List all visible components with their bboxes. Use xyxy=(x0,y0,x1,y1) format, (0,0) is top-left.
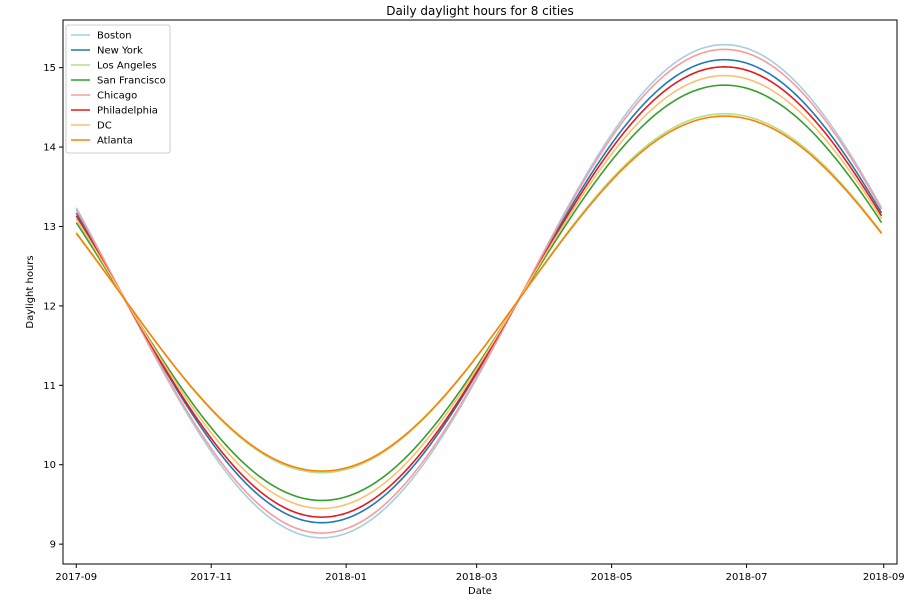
series-line-dc xyxy=(75,74,883,510)
x-tick-label: 2017-09 xyxy=(55,572,97,583)
legend-box xyxy=(65,24,171,154)
y-tick-label: 14 xyxy=(43,143,56,154)
legend-label: DC xyxy=(97,121,112,132)
y-axis: 9 10 11 12 13 14 15 xyxy=(43,63,63,551)
series-line-philadelphia xyxy=(75,66,883,518)
x-tick-label: 2017-11 xyxy=(190,572,232,583)
chart-title: Daily daylight hours for 8 cities xyxy=(386,4,574,18)
y-tick-label: 9 xyxy=(50,540,56,551)
x-tick-label: 2018-07 xyxy=(726,572,768,583)
plot-frame xyxy=(62,19,898,565)
x-tick-label: 2018-03 xyxy=(456,572,498,583)
plot-area xyxy=(75,43,883,539)
legend-label: New York xyxy=(97,46,143,57)
legend-label: Chicago xyxy=(97,91,137,102)
legend-label: San Francisco xyxy=(97,76,166,87)
series-line-chicago xyxy=(75,48,883,534)
legend: Boston New York Los Angeles San Francisco Ch… xyxy=(65,24,171,154)
x-tick-label: 2018-09 xyxy=(863,572,905,583)
x-tick-label: 2018-01 xyxy=(325,572,367,583)
y-tick-label: 13 xyxy=(43,222,56,233)
series-line-atlanta xyxy=(75,115,883,472)
x-tick-label: 2018-05 xyxy=(591,572,633,583)
legend-label: Boston xyxy=(97,31,132,42)
x-axis: 2017-09 2017-11 2018-01 2018-03 2018-05 2018-… xyxy=(55,564,905,583)
legend-label: Los Angeles xyxy=(97,61,157,72)
legend-label: Atlanta xyxy=(97,136,133,147)
series-line-boston xyxy=(75,43,883,539)
legend-label: Philadelphia xyxy=(97,106,158,117)
y-axis-label: Daylight hours xyxy=(25,255,36,328)
x-axis-label: Date xyxy=(468,586,492,597)
y-tick-label: 15 xyxy=(43,63,56,74)
y-tick-label: 10 xyxy=(43,460,56,471)
y-tick-label: 12 xyxy=(43,301,56,312)
series-line-san-francisco xyxy=(75,84,883,502)
series-line-new-york xyxy=(75,58,883,524)
y-tick-label: 11 xyxy=(43,381,56,392)
